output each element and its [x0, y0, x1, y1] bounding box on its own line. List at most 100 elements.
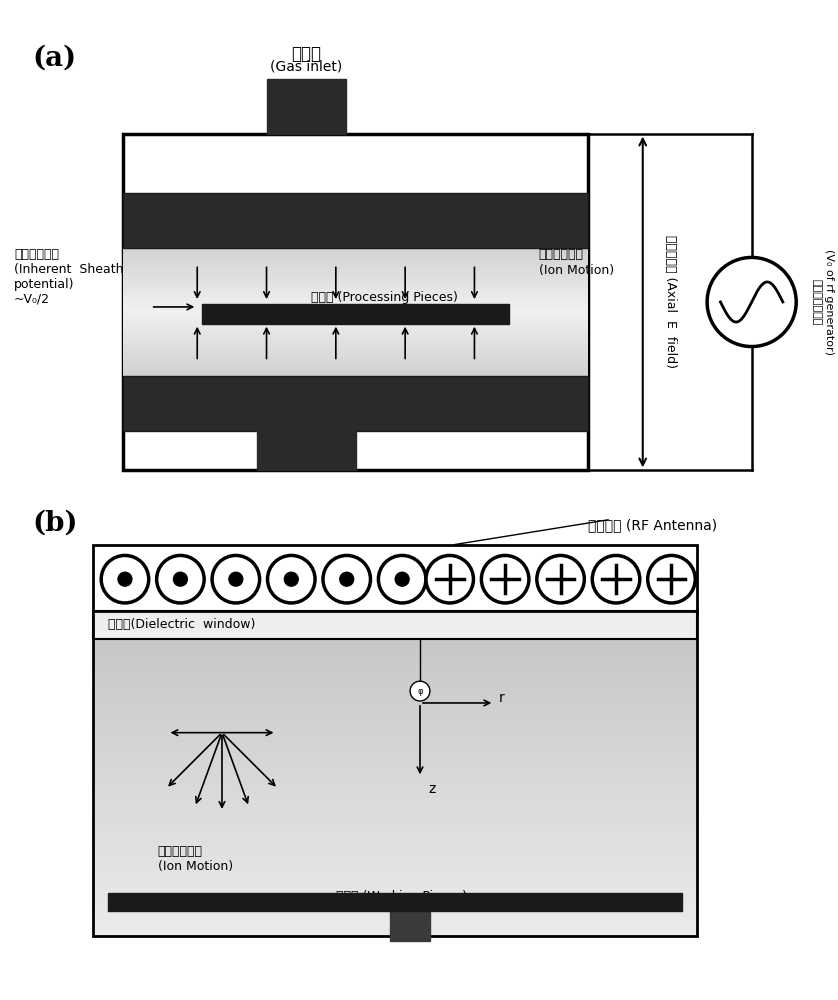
Bar — [93, 823, 697, 828]
Bar — [93, 912, 697, 917]
Bar — [123, 337, 588, 340]
Bar — [123, 283, 588, 286]
Bar — [123, 360, 588, 363]
Text: (V₀ of rf generator): (V₀ of rf generator) — [824, 249, 834, 355]
Bar — [93, 686, 697, 691]
Bar — [123, 270, 588, 273]
Text: ~V₀/2: ~V₀/2 — [14, 293, 50, 306]
Circle shape — [592, 555, 639, 603]
Bar — [93, 712, 697, 717]
Bar — [93, 820, 697, 824]
Text: 样品架 (Processing Pieces): 样品架 (Processing Pieces) — [311, 291, 458, 304]
Bar — [123, 373, 588, 376]
Circle shape — [118, 572, 132, 586]
Bar — [123, 298, 588, 301]
Bar — [93, 886, 697, 891]
Bar — [93, 641, 697, 646]
Bar — [123, 334, 588, 338]
Bar — [123, 350, 588, 353]
Text: 轴向电场势 (Axial  E  field): 轴向电场势 (Axial E field) — [664, 235, 677, 368]
Bar — [93, 611, 697, 936]
Bar — [93, 831, 697, 835]
Text: (a): (a) — [32, 45, 76, 72]
Bar — [123, 257, 588, 260]
Bar — [93, 753, 697, 757]
Bar — [93, 812, 697, 817]
Bar — [108, 893, 682, 911]
Bar — [123, 277, 588, 280]
Bar — [123, 317, 588, 320]
Bar — [93, 690, 697, 694]
Bar — [123, 251, 588, 254]
Bar — [123, 264, 588, 267]
Bar — [93, 805, 697, 809]
Bar — [93, 667, 697, 672]
Text: (Ion Motion): (Ion Motion) — [158, 860, 233, 873]
Bar — [123, 322, 588, 325]
Bar — [123, 330, 588, 333]
Bar — [93, 927, 697, 932]
Circle shape — [157, 555, 204, 603]
Bar — [93, 920, 697, 924]
Text: z: z — [428, 782, 435, 796]
Bar — [93, 931, 697, 936]
Circle shape — [267, 555, 315, 603]
Bar — [123, 345, 588, 348]
Bar — [93, 890, 697, 895]
Bar — [123, 272, 588, 275]
Circle shape — [648, 555, 696, 603]
Circle shape — [323, 555, 370, 603]
Bar — [123, 371, 588, 374]
Bar — [93, 909, 697, 913]
Bar — [93, 808, 697, 813]
Bar — [93, 860, 697, 865]
Bar — [93, 701, 697, 705]
Bar — [123, 292, 588, 295]
Bar — [123, 347, 588, 351]
Bar — [93, 671, 697, 676]
Circle shape — [410, 681, 430, 701]
Bar — [123, 285, 588, 288]
Bar — [123, 362, 588, 366]
Bar — [93, 675, 697, 679]
Text: φ: φ — [417, 687, 422, 696]
Bar — [391, 911, 430, 941]
Bar — [93, 682, 697, 687]
Bar — [93, 875, 697, 880]
Text: (Inherent  Sheath: (Inherent Sheath — [14, 263, 123, 276]
Bar — [93, 749, 697, 754]
Text: 样品架 (Working Pieces): 样品架 (Working Pieces) — [336, 890, 467, 903]
Circle shape — [173, 572, 188, 586]
Bar — [123, 341, 588, 344]
Bar — [93, 894, 697, 898]
Bar — [93, 834, 697, 839]
Bar — [123, 289, 588, 293]
Bar — [93, 916, 697, 921]
Bar — [93, 801, 697, 806]
Bar — [93, 816, 697, 821]
Bar — [93, 645, 697, 650]
Bar — [123, 376, 588, 431]
Bar — [256, 426, 355, 470]
Bar — [93, 697, 697, 702]
Bar — [93, 779, 697, 783]
Bar — [93, 872, 697, 876]
Text: potential): potential) — [14, 278, 75, 291]
Circle shape — [707, 257, 796, 347]
Bar — [93, 868, 697, 873]
Bar — [123, 369, 588, 372]
Bar — [123, 365, 588, 368]
Bar — [123, 367, 588, 370]
Bar — [123, 134, 588, 470]
Bar — [202, 304, 510, 324]
Bar — [123, 266, 588, 269]
Bar — [123, 249, 588, 252]
Bar — [93, 853, 697, 858]
Bar — [123, 259, 588, 263]
Bar — [123, 296, 588, 299]
Bar — [93, 545, 697, 614]
Bar — [123, 304, 588, 308]
Bar — [123, 332, 588, 335]
Bar — [93, 730, 697, 735]
Circle shape — [426, 555, 473, 603]
